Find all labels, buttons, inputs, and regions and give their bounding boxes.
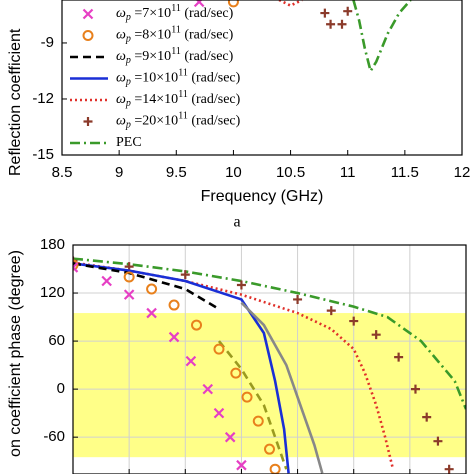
marker bbox=[193, 0, 205, 8]
legend-label: ωp =8×1011 (rad/sec) bbox=[116, 25, 234, 45]
x-tick-label: 12 bbox=[454, 164, 471, 181]
marker bbox=[224, 431, 236, 443]
x-tick-label: 11 bbox=[340, 164, 356, 181]
series-line bbox=[73, 262, 290, 474]
plot-area bbox=[73, 256, 466, 474]
marker bbox=[337, 19, 347, 29]
marker bbox=[444, 464, 454, 474]
series-line bbox=[278, 0, 303, 8]
marker bbox=[230, 367, 242, 379]
marker bbox=[410, 384, 420, 394]
marker bbox=[422, 412, 432, 422]
x-tick-label: 10 bbox=[225, 164, 242, 181]
marker bbox=[349, 316, 359, 326]
marker bbox=[101, 275, 112, 287]
y-axis-title: on coefficient phase (degree) bbox=[7, 250, 24, 457]
marker bbox=[269, 463, 281, 474]
x-axis-title: Frequency (GHz) bbox=[201, 188, 324, 205]
x-tick-label: 9 bbox=[115, 164, 123, 181]
y-tick-label: 0 bbox=[57, 380, 65, 397]
marker bbox=[213, 407, 225, 419]
marker bbox=[73, 259, 79, 271]
y-tick-label: -9 bbox=[41, 34, 54, 51]
marker bbox=[146, 283, 158, 295]
legend-marker bbox=[82, 8, 94, 20]
marker bbox=[326, 19, 336, 29]
marker bbox=[227, 0, 239, 8]
marker bbox=[236, 459, 247, 471]
marker bbox=[123, 289, 135, 300]
x-tick-label: 9.5 bbox=[166, 164, 187, 181]
marker bbox=[320, 8, 330, 18]
marker bbox=[213, 343, 225, 355]
legend-label: PEC bbox=[116, 135, 142, 150]
legend-label: ωp =7×1011 (rad/sec) bbox=[116, 3, 234, 23]
legend-label: ωp =20×1011 (rad/sec) bbox=[116, 111, 241, 131]
x-tick-label: 8.5 bbox=[52, 164, 73, 181]
series-line bbox=[352, 0, 412, 75]
y-tick-label: -15 bbox=[32, 146, 54, 163]
marker bbox=[264, 443, 275, 455]
marker bbox=[433, 436, 443, 446]
marker bbox=[252, 415, 264, 427]
legend-marker bbox=[82, 30, 94, 41]
legend-label: ωp =9×1011 (rad/sec) bbox=[116, 46, 234, 66]
y-axis-title: Reflection coefficient bbox=[7, 28, 24, 176]
marker bbox=[123, 271, 135, 283]
plot-area bbox=[193, 0, 412, 75]
marker bbox=[343, 6, 353, 16]
marker bbox=[191, 319, 203, 331]
series-line bbox=[240, 301, 324, 474]
marker bbox=[326, 306, 336, 316]
marker bbox=[241, 391, 253, 403]
axes-frame bbox=[72, 244, 467, 474]
y-tick-label: 120 bbox=[40, 284, 65, 301]
series-line bbox=[73, 257, 466, 410]
y-tick-label: -60 bbox=[43, 428, 65, 445]
marker bbox=[236, 280, 246, 290]
x-tick-label: 11.5 bbox=[391, 164, 419, 181]
marker bbox=[180, 270, 190, 280]
x-tick-label: 10.5 bbox=[276, 164, 305, 181]
marker bbox=[168, 299, 180, 311]
marker bbox=[293, 294, 303, 304]
axes-frame bbox=[61, 0, 463, 156]
series-line bbox=[217, 340, 288, 470]
legend-label: ωp =10×1011 (rad/sec) bbox=[116, 68, 241, 88]
series-line bbox=[73, 262, 220, 311]
marker bbox=[371, 330, 381, 340]
marker bbox=[146, 307, 157, 319]
y-tick-label: 60 bbox=[48, 332, 65, 349]
y-tick-label: -12 bbox=[32, 90, 54, 107]
y-tick-label: 180 bbox=[40, 236, 65, 253]
marker bbox=[168, 331, 180, 343]
marker bbox=[73, 262, 79, 273]
legend-label: ωp =14×1011 (rad/sec) bbox=[116, 89, 241, 109]
marker bbox=[185, 355, 197, 367]
marker bbox=[394, 352, 404, 362]
caption: a bbox=[233, 214, 240, 231]
legend-marker bbox=[83, 117, 93, 126]
marker bbox=[202, 383, 214, 395]
